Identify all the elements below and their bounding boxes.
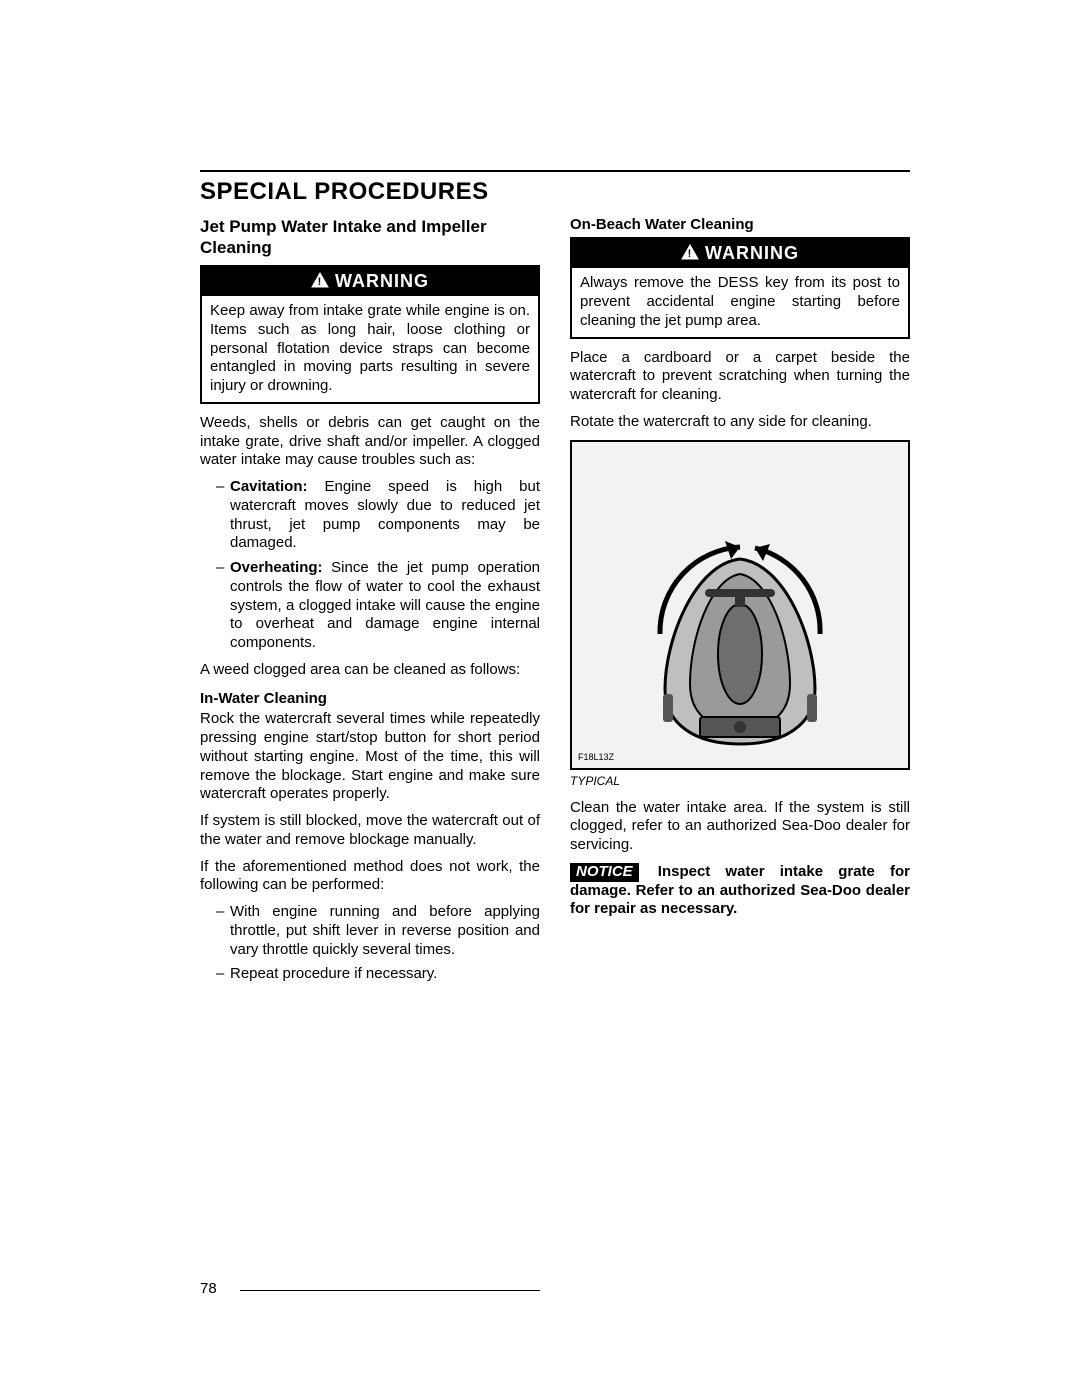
footer-rule [240,1290,540,1291]
warning-body-left: Keep away from intake grate while engine… [202,296,538,402]
page: SPECIAL PROCEDURES Jet Pump Water Intake… [0,0,1080,1397]
top-rule [200,170,910,172]
inwater-p1: Rock the watercraft several times while … [200,710,540,804]
trouble-list: Cavitation: Engine speed is high but wat… [200,478,540,653]
trouble-label: Overheating: [230,559,323,576]
onbeach-subhead: On-Beach Water Cleaning [570,216,910,235]
trouble-item-overheating: Overheating: Since the jet pump operatio… [216,559,540,653]
svg-text:!: ! [688,248,693,260]
left-intro: Weeds, shells or debris can get caught o… [200,414,540,470]
right-p3: Clean the water intake area. If the syst… [570,799,910,855]
notice-label: NOTICE [570,863,639,882]
page-title: SPECIAL PROCEDURES [200,178,910,206]
warning-label-right: WARNING [705,243,799,263]
warning-body-right: Always remove the DESS key from its post… [572,268,908,336]
warning-box-right: ! WARNING Always remove the DESS key fro… [570,237,910,339]
figure-caption: TYPICAL [570,774,910,789]
warning-icon: ! [681,243,699,266]
watercraft-illustration [635,519,845,749]
trouble-label: Cavitation: [230,478,308,495]
warning-icon: ! [311,271,329,294]
right-column: On-Beach Water Cleaning ! WARNING Always… [570,216,910,992]
right-p1: Place a cardboard or a carpet beside the… [570,349,910,405]
follows-text: A weed clogged area can be cleaned as fo… [200,661,540,680]
inwater-step-1: With engine running and before applying … [216,903,540,959]
warning-label-left: WARNING [335,271,429,291]
right-p2: Rotate the watercraft to any side for cl… [570,413,910,432]
svg-text:!: ! [318,276,323,288]
inwater-subhead: In-Water Cleaning [200,690,540,709]
inwater-p2: If system is still blocked, move the wat… [200,812,540,850]
warning-header-left: ! WARNING [202,267,538,297]
warning-header-right: ! WARNING [572,239,908,269]
left-column: Jet Pump Water Intake and Impeller Clean… [200,216,540,992]
inwater-steps: With engine running and before applying … [200,903,540,984]
page-number: 78 [200,1280,217,1297]
figure-code: F18L13Z [578,752,614,763]
trouble-item-cavitation: Cavitation: Engine speed is high but wat… [216,478,540,553]
content-columns: Jet Pump Water Intake and Impeller Clean… [200,216,910,992]
notice: NOTICE Inspect water intake grate for da… [570,863,910,919]
figure-frame: F18L13Z [570,440,910,770]
inwater-p3: If the aforementioned method does not wo… [200,858,540,896]
warning-box-left: ! WARNING Keep away from intake grate wh… [200,265,540,404]
left-subhead: Jet Pump Water Intake and Impeller Clean… [200,216,540,259]
inwater-step-2: Repeat procedure if necessary. [216,965,540,984]
